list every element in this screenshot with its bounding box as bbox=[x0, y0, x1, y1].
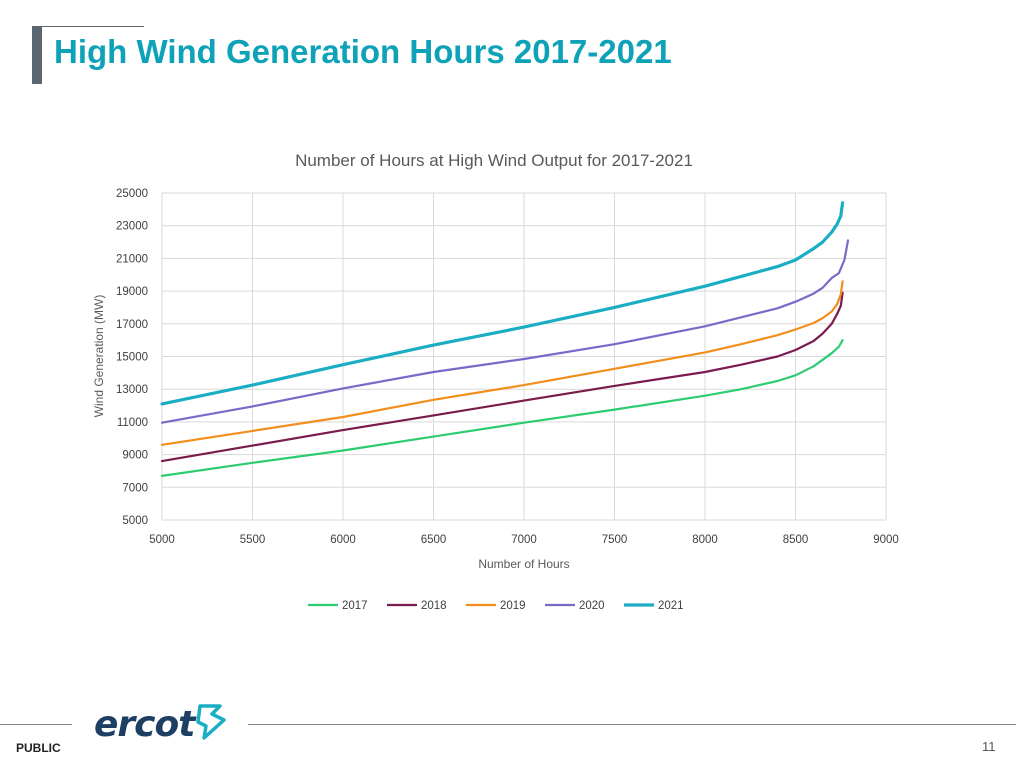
y-tick-label: 21000 bbox=[116, 253, 148, 265]
legend-label-2018: 2018 bbox=[421, 600, 447, 612]
y-tick-label: 13000 bbox=[116, 384, 148, 396]
slide-title: High Wind Generation Hours 2017-2021 bbox=[54, 33, 672, 70]
series-line-2020 bbox=[160, 239, 850, 424]
x-tick-label: 8000 bbox=[692, 534, 718, 546]
series-line-2018 bbox=[160, 291, 844, 463]
series-line-2021 bbox=[160, 201, 845, 406]
y-tick-label: 15000 bbox=[116, 352, 148, 364]
x-tick-label: 8500 bbox=[783, 534, 809, 546]
x-axis-label: Number of Hours bbox=[478, 557, 569, 571]
legend-label-2019: 2019 bbox=[500, 600, 526, 612]
footer-divider-right bbox=[248, 724, 1016, 725]
chart: Number of Hours at High Wind Output for … bbox=[92, 151, 899, 612]
x-tick-label: 7500 bbox=[602, 534, 628, 546]
ercot-texas-star-icon bbox=[196, 704, 226, 740]
series-line-2019 bbox=[160, 280, 844, 446]
chart-ticks: 5000 5500 6000 6500 7000 7500 8000 8500 9000 5000… bbox=[116, 188, 899, 546]
y-tick-label: 19000 bbox=[116, 286, 148, 298]
chart-series bbox=[160, 201, 850, 477]
page-number: 11 bbox=[982, 739, 996, 754]
y-tick-label: 9000 bbox=[122, 450, 148, 462]
x-tick-label: 9000 bbox=[873, 534, 899, 546]
footer-divider-left bbox=[0, 724, 72, 725]
x-tick-label: 5000 bbox=[149, 534, 175, 546]
x-tick-label: 6500 bbox=[421, 534, 447, 546]
footer-public-label: PUBLIC bbox=[16, 741, 61, 755]
chart-legend: 2017 2018 2019 2020 2021 bbox=[308, 600, 684, 612]
y-tick-label: 23000 bbox=[116, 221, 148, 233]
y-axis-label: Wind Generation (MW) bbox=[92, 295, 106, 418]
ercot-logo-text: ercot bbox=[94, 704, 197, 745]
legend-label-2020: 2020 bbox=[579, 600, 605, 612]
y-tick-label: 5000 bbox=[122, 515, 148, 527]
legend-label-2021: 2021 bbox=[658, 600, 684, 612]
x-tick-label: 6000 bbox=[330, 534, 356, 546]
legend-label-2017: 2017 bbox=[342, 600, 368, 612]
series-line-2017 bbox=[160, 339, 844, 477]
chart-title: Number of Hours at High Wind Output for … bbox=[295, 151, 693, 170]
y-tick-label: 7000 bbox=[122, 482, 148, 494]
title-accent-bar bbox=[32, 26, 42, 84]
x-tick-label: 5500 bbox=[240, 534, 266, 546]
y-tick-label: 25000 bbox=[116, 188, 148, 200]
y-tick-label: 17000 bbox=[116, 319, 148, 331]
title-accent-rule bbox=[32, 26, 144, 27]
x-tick-label: 7000 bbox=[511, 534, 537, 546]
ercot-logo: ercot bbox=[94, 704, 226, 745]
y-tick-label: 11000 bbox=[117, 417, 148, 429]
